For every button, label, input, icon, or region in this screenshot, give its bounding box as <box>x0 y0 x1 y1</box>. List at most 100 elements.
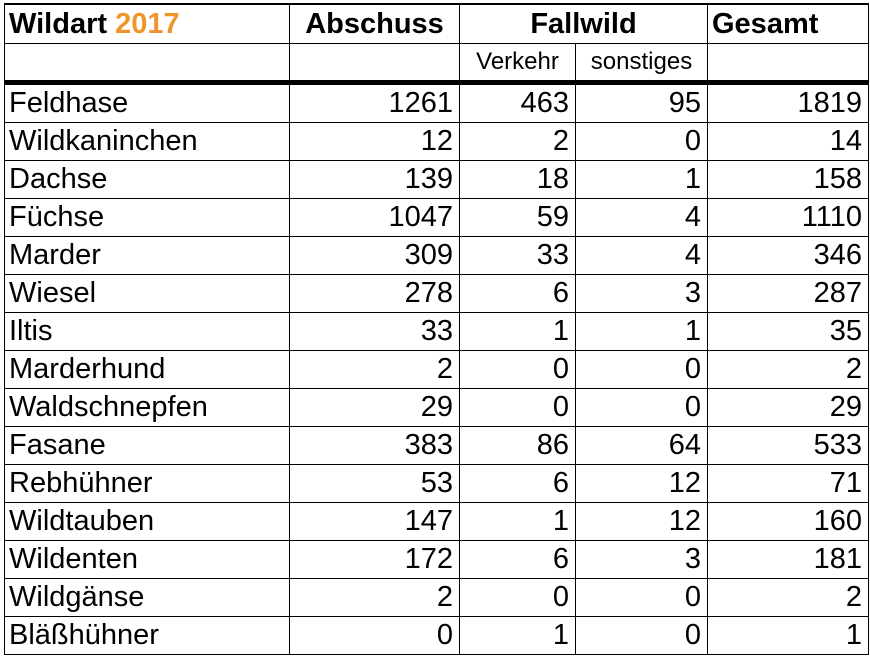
cell-sonstiges: 0 <box>575 616 708 655</box>
cell-abschuss: 1047 <box>289 198 460 237</box>
header-fallwild: Fallwild <box>459 3 708 44</box>
cell-name: Wildtauben <box>4 502 290 541</box>
cell-name: Bläßhühner <box>4 616 290 655</box>
cell-abschuss: 147 <box>289 502 460 541</box>
table-row: Wiesel 278 6 3 287 <box>4 274 869 313</box>
cell-abschuss: 12 <box>289 122 460 161</box>
header-row-2: Verkehr sonstiges <box>4 43 869 85</box>
table-row: Wildtauben 147 1 12 160 <box>4 502 869 541</box>
cell-name: Wildkaninchen <box>4 122 290 161</box>
cell-gesamt: 14 <box>707 122 869 161</box>
cell-name: Marderhund <box>4 350 290 389</box>
table-row: Rebhühner 53 6 12 71 <box>4 464 869 503</box>
cell-verkehr: 0 <box>459 350 576 389</box>
cell-name: Wiesel <box>4 274 290 313</box>
cell-gesamt: 35 <box>707 312 869 351</box>
header-gesamt: Gesamt <box>707 3 869 44</box>
cell-name: Fasane <box>4 426 290 465</box>
table-row: Wildgänse 2 0 0 2 <box>4 578 869 617</box>
cell-abschuss: 53 <box>289 464 460 503</box>
cell-abschuss: 309 <box>289 236 460 275</box>
cell-verkehr: 86 <box>459 426 576 465</box>
header-abschuss: Abschuss <box>289 3 460 44</box>
cell-sonstiges: 12 <box>575 464 708 503</box>
cell-abschuss: 383 <box>289 426 460 465</box>
cell-gesamt: 346 <box>707 236 869 275</box>
cell-gesamt: 1110 <box>707 198 869 237</box>
cell-gesamt: 71 <box>707 464 869 503</box>
cell-sonstiges: 0 <box>575 578 708 617</box>
cell-name: Iltis <box>4 312 290 351</box>
cell-abschuss: 29 <box>289 388 460 427</box>
cell-name: Waldschnepfen <box>4 388 290 427</box>
cell-sonstiges: 4 <box>575 236 708 275</box>
cell-abschuss: 2 <box>289 578 460 617</box>
cell-name: Wildenten <box>4 540 290 579</box>
cell-gesamt: 1819 <box>707 82 869 123</box>
cell-sonstiges: 95 <box>575 82 708 123</box>
table-row: Marder 309 33 4 346 <box>4 236 869 275</box>
table-row: Füchse 1047 59 4 1110 <box>4 198 869 237</box>
cell-sonstiges: 0 <box>575 122 708 161</box>
cell-sonstiges: 4 <box>575 198 708 237</box>
table-body: Feldhase 1261 463 95 1819 Wildkaninchen 12 2 0 14… <box>4 82 869 655</box>
header-empty-2 <box>289 43 460 85</box>
cell-verkehr: 1 <box>459 312 576 351</box>
table-row: Iltis 33 1 1 35 <box>4 312 869 351</box>
header-empty-3 <box>707 43 869 85</box>
header-empty-1 <box>4 43 290 85</box>
cell-abschuss: 33 <box>289 312 460 351</box>
cell-sonstiges: 1 <box>575 160 708 199</box>
cell-sonstiges: 0 <box>575 388 708 427</box>
table-row: Wildenten 172 6 3 181 <box>4 540 869 579</box>
cell-gesamt: 2 <box>707 578 869 617</box>
cell-gesamt: 2 <box>707 350 869 389</box>
cell-verkehr: 33 <box>459 236 576 275</box>
table-row: Fasane 383 86 64 533 <box>4 426 869 465</box>
cell-verkehr: 18 <box>459 160 576 199</box>
table-row: Waldschnepfen 29 0 0 29 <box>4 388 869 427</box>
cell-sonstiges: 64 <box>575 426 708 465</box>
cell-name: Dachse <box>4 160 290 199</box>
cell-verkehr: 6 <box>459 274 576 313</box>
cell-sonstiges: 3 <box>575 540 708 579</box>
cell-verkehr: 0 <box>459 578 576 617</box>
table-row: Marderhund 2 0 0 2 <box>4 350 869 389</box>
cell-verkehr: 0 <box>459 388 576 427</box>
cell-gesamt: 158 <box>707 160 869 199</box>
cell-abschuss: 139 <box>289 160 460 199</box>
cell-name: Füchse <box>4 198 290 237</box>
header-wildart-label: Wildart <box>9 7 108 40</box>
cell-verkehr: 59 <box>459 198 576 237</box>
cell-abschuss: 1261 <box>289 82 460 123</box>
header-year: 2017 <box>115 7 180 40</box>
cell-abschuss: 172 <box>289 540 460 579</box>
cell-abschuss: 0 <box>289 616 460 655</box>
header-wildart: Wildart 2017 <box>4 3 290 44</box>
cell-abschuss: 2 <box>289 350 460 389</box>
cell-sonstiges: 0 <box>575 350 708 389</box>
cell-verkehr: 6 <box>459 540 576 579</box>
cell-gesamt: 160 <box>707 502 869 541</box>
cell-name: Wildgänse <box>4 578 290 617</box>
cell-verkehr: 463 <box>459 82 576 123</box>
table-row: Wildkaninchen 12 2 0 14 <box>4 122 869 161</box>
cell-name: Feldhase <box>4 82 290 123</box>
cell-verkehr: 1 <box>459 616 576 655</box>
header-verkehr: Verkehr <box>459 43 576 85</box>
cell-name: Rebhühner <box>4 464 290 503</box>
cell-gesamt: 533 <box>707 426 869 465</box>
wildlife-table: Wildart 2017 Abschuss Fallwild Gesamt Ve… <box>4 3 869 655</box>
cell-gesamt: 29 <box>707 388 869 427</box>
cell-gesamt: 1 <box>707 616 869 655</box>
cell-sonstiges: 12 <box>575 502 708 541</box>
header-sonstiges: sonstiges <box>575 43 708 85</box>
cell-abschuss: 278 <box>289 274 460 313</box>
cell-sonstiges: 3 <box>575 274 708 313</box>
header-row-1: Wildart 2017 Abschuss Fallwild Gesamt <box>4 3 869 44</box>
cell-sonstiges: 1 <box>575 312 708 351</box>
cell-gesamt: 181 <box>707 540 869 579</box>
cell-verkehr: 1 <box>459 502 576 541</box>
cell-gesamt: 287 <box>707 274 869 313</box>
